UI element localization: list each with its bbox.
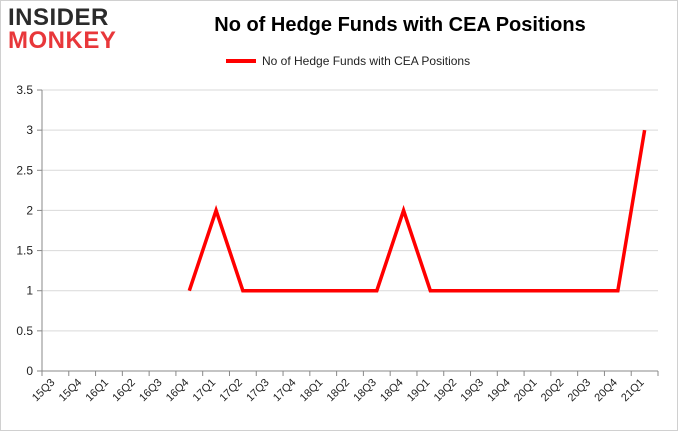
x-tick-label: 21Q1 [619,377,647,405]
x-tick-label: 17Q2 [217,377,245,405]
x-tick-label: 17Q3 [244,377,272,405]
x-tick-label: 20Q3 [566,377,594,405]
x-tick-label: 18Q1 [298,377,326,405]
y-tick-label: 3 [26,123,33,137]
legend: No of Hedge Funds with CEA Positions [226,54,470,68]
y-tick-label: 0.5 [16,324,33,338]
axis-layer: 0 0.5 1 1.5 2 2.5 3 3.5 15Q3 15Q4 16Q1 16Q2 16Q3 16Q4… [16,83,659,405]
legend-swatch [226,59,256,63]
chart-title: No of Hedge Funds with CEA Positions [214,14,586,36]
y-tick-label: 3.5 [16,83,33,97]
x-tick-label: 19Q4 [485,377,513,405]
x-tick-label: 16Q1 [84,377,112,405]
x-tick-label: 16Q3 [137,377,165,405]
x-tick-label: 19Q3 [459,377,487,405]
y-tick-label: 2 [26,203,33,217]
x-tick-label: 17Q1 [191,377,219,405]
x-tick-label: 20Q2 [539,377,567,405]
logo-line-2: MONKEY [8,27,117,54]
grid-layer [42,89,658,372]
x-tick-label: 18Q3 [351,377,379,405]
x-tick-label: 16Q2 [110,377,138,405]
x-tick-label: 15Q3 [30,377,58,405]
y-tick-label: 1 [26,284,33,298]
x-tick-label: 17Q4 [271,377,299,405]
x-tick-label: 20Q1 [512,377,540,405]
x-tick-label: 18Q4 [378,377,406,405]
series-layer [187,129,647,293]
y-tick-label: 0 [26,364,33,378]
x-tick-label: 18Q2 [325,377,353,405]
y-tick-label: 1.5 [16,244,33,258]
x-tick-label: 20Q4 [592,377,620,405]
x-tick-label: 19Q1 [405,377,433,405]
insider-monkey-logo: INSIDER MONKEY [8,4,117,54]
x-tick-label: 16Q4 [164,377,192,405]
x-tick-label: 19Q2 [432,377,460,405]
x-tick-label: 15Q4 [57,377,85,405]
legend-label: No of Hedge Funds with CEA Positions [262,54,471,68]
logo-line-1: INSIDER [8,4,109,31]
series-line [187,129,647,293]
y-tick-label: 2.5 [16,163,33,177]
